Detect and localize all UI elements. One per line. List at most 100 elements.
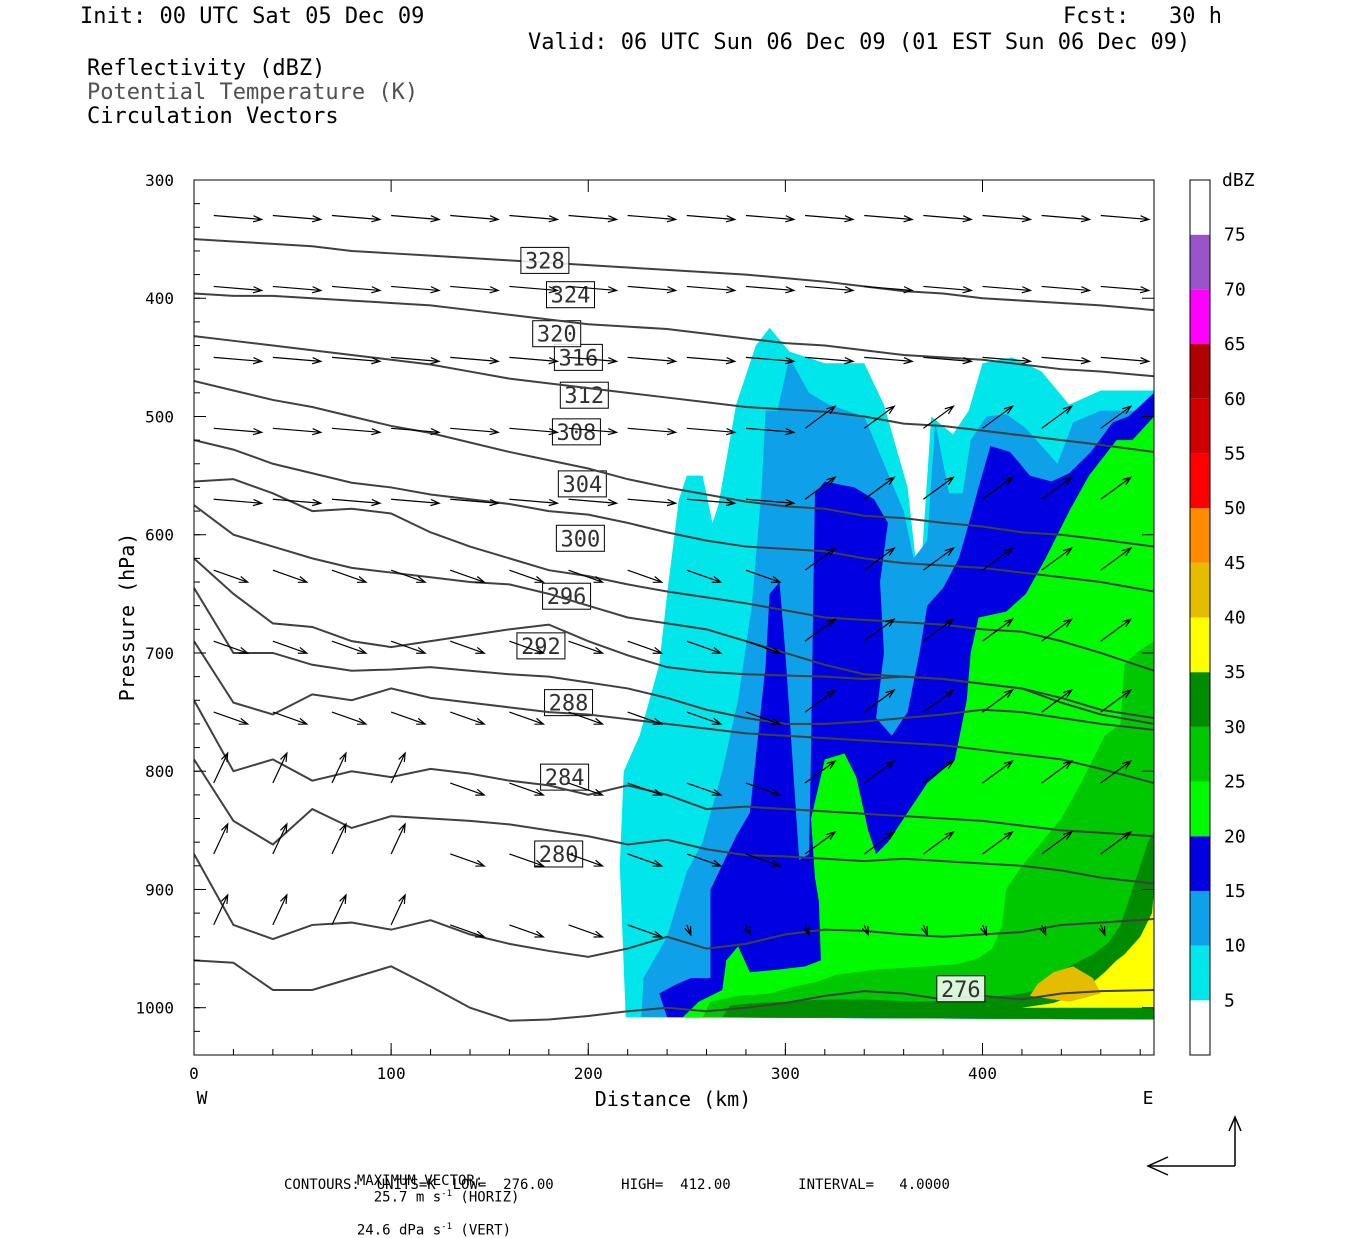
vector-arrow-140	[923, 760, 955, 784]
vector-arrow-159	[1100, 830, 1133, 855]
vector-arrow-135	[627, 782, 664, 796]
colorbar-label-30: 30	[1224, 717, 1246, 738]
max-vector-line: MAXIMUM VECTOR: 25.7 m s-1 (HORIZ) 24.6 …	[340, 1157, 520, 1238]
vector-arrow-89	[745, 569, 782, 583]
vector-arrow-16	[213, 285, 264, 294]
vector-arrow-81	[272, 569, 309, 583]
colorbar-bin-9	[1190, 508, 1210, 563]
vector-arrow-146	[331, 822, 347, 855]
vector-arrow-114	[331, 711, 368, 725]
reflectivity-region-25	[702, 641, 1154, 1020]
vector-arrow-62	[1041, 405, 1074, 429]
colorbar-label-5: 5	[1224, 990, 1235, 1011]
max-vert-value: 24.6 dPa s	[356, 1222, 442, 1238]
vector-arrow-67	[391, 498, 441, 507]
vector-arrow-145	[272, 822, 288, 855]
vector-arrow-122	[804, 689, 837, 713]
vector-arrow-116	[450, 711, 486, 725]
vector-arrow-60	[923, 405, 955, 429]
vector-arrow-13	[982, 214, 1033, 223]
vector-arrow-149	[509, 853, 546, 867]
vector-arrow-110	[1041, 618, 1074, 642]
vector-arrow-56	[686, 427, 737, 436]
theta-label-box-288	[544, 689, 594, 717]
vector-arrow-117	[509, 711, 546, 725]
vector-arrow-113	[272, 711, 309, 725]
vector-arrow-7	[627, 214, 678, 223]
vector-arrow-100	[450, 640, 486, 654]
vector-arrow-156	[923, 830, 955, 855]
vector-arrow-57	[745, 427, 796, 436]
theta-label-box-292	[516, 632, 566, 660]
x-tick-label-400: 400	[968, 1064, 997, 1083]
vector-arrow-31	[1100, 285, 1151, 294]
vector-arrow-108	[923, 618, 955, 642]
colorbar-bin-3	[1190, 836, 1210, 891]
axes-layer: 300 400 500 600 700 800 900 1000 0 100 200 300 400 Di…	[115, 171, 1154, 1111]
colorbar-label-55: 55	[1224, 443, 1246, 464]
vector-arrow-87	[627, 569, 664, 583]
vector-arrow-102	[568, 640, 605, 654]
vector-arrow-66	[331, 498, 382, 507]
vector-arrow-40	[686, 356, 737, 365]
vector-arrow-65	[272, 498, 323, 507]
vector-arrow-95	[1100, 547, 1133, 571]
vector-arrow-120	[686, 711, 723, 725]
theta-contour-320	[194, 335, 1154, 453]
contours-line: CONTOURS: UNITS=K LOW= 276.00 HIGH= 412.…	[284, 1177, 950, 1193]
colorbar-bin-2	[1190, 890, 1210, 946]
vector-arrow-138	[804, 760, 837, 784]
theta-contour-284	[194, 758, 1154, 885]
vector-arrow-163	[390, 893, 406, 926]
theta-label-328: 328	[525, 249, 565, 274]
vector-arrow-11	[864, 214, 914, 223]
vector-arrow-22	[568, 285, 619, 294]
theta-label-box-312	[559, 381, 609, 409]
theta-label-box-300	[555, 524, 605, 552]
vector-arrow-132	[450, 782, 486, 796]
vector-arrow-32	[213, 356, 264, 365]
vector-arrow-157	[982, 830, 1014, 855]
vector-arrow-144	[213, 822, 229, 855]
theta-contour-312	[194, 439, 1154, 593]
vector-arrow-98	[331, 640, 368, 654]
vector-arrow-150	[568, 853, 605, 867]
plot-frame	[193, 179, 1155, 1056]
vector-arrow-53	[509, 427, 560, 436]
potential-temperature-layer: 2762802842882922963003043083123163203243…	[194, 238, 1154, 1022]
theta-contour-296	[194, 587, 1154, 731]
vector-arrow-18	[331, 285, 382, 294]
vector-arrow-127	[1100, 689, 1133, 713]
vector-arrow-46	[1041, 356, 1092, 365]
colorbar-bin-14	[1190, 234, 1210, 290]
vector-arrow-173	[980, 924, 988, 937]
vector-arrow-79	[1100, 476, 1133, 500]
vector-arrow-39	[627, 356, 678, 365]
vector-arrow-112	[213, 711, 250, 725]
vector-arrow-19	[391, 285, 441, 294]
theta-label-296: 296	[547, 585, 587, 610]
vector-arrow-170	[802, 924, 810, 937]
vector-arrow-99	[390, 640, 427, 654]
colorbar-label-25: 25	[1224, 772, 1246, 793]
vector-arrow-61	[982, 405, 1014, 429]
vector-arrow-104	[686, 640, 723, 654]
field-potential-temperature: Potential Temperature (K)	[87, 80, 419, 105]
init-time: Init: 00 UTC Sat 05 Dec 09	[80, 4, 425, 29]
vector-arrow-97	[272, 640, 309, 654]
vector-arrow-2	[331, 214, 382, 223]
y-tick-label-1000: 1000	[135, 999, 174, 1018]
vector-arrow-142	[1041, 760, 1074, 784]
vector-arrow-86	[568, 569, 605, 583]
vector-arrow-58	[804, 405, 837, 429]
vector-arrow-160	[213, 893, 229, 926]
vector-arrow-124	[923, 689, 955, 713]
vector-arrow-84	[450, 569, 486, 583]
vector-arrow-166	[568, 924, 605, 938]
vector-arrow-103	[627, 640, 664, 654]
east-label: E	[1143, 1088, 1154, 1109]
vector-arrow-82	[331, 569, 368, 583]
vector-arrow-9	[745, 214, 796, 223]
theta-contour-280	[194, 853, 1154, 958]
vector-arrow-161	[272, 893, 288, 926]
